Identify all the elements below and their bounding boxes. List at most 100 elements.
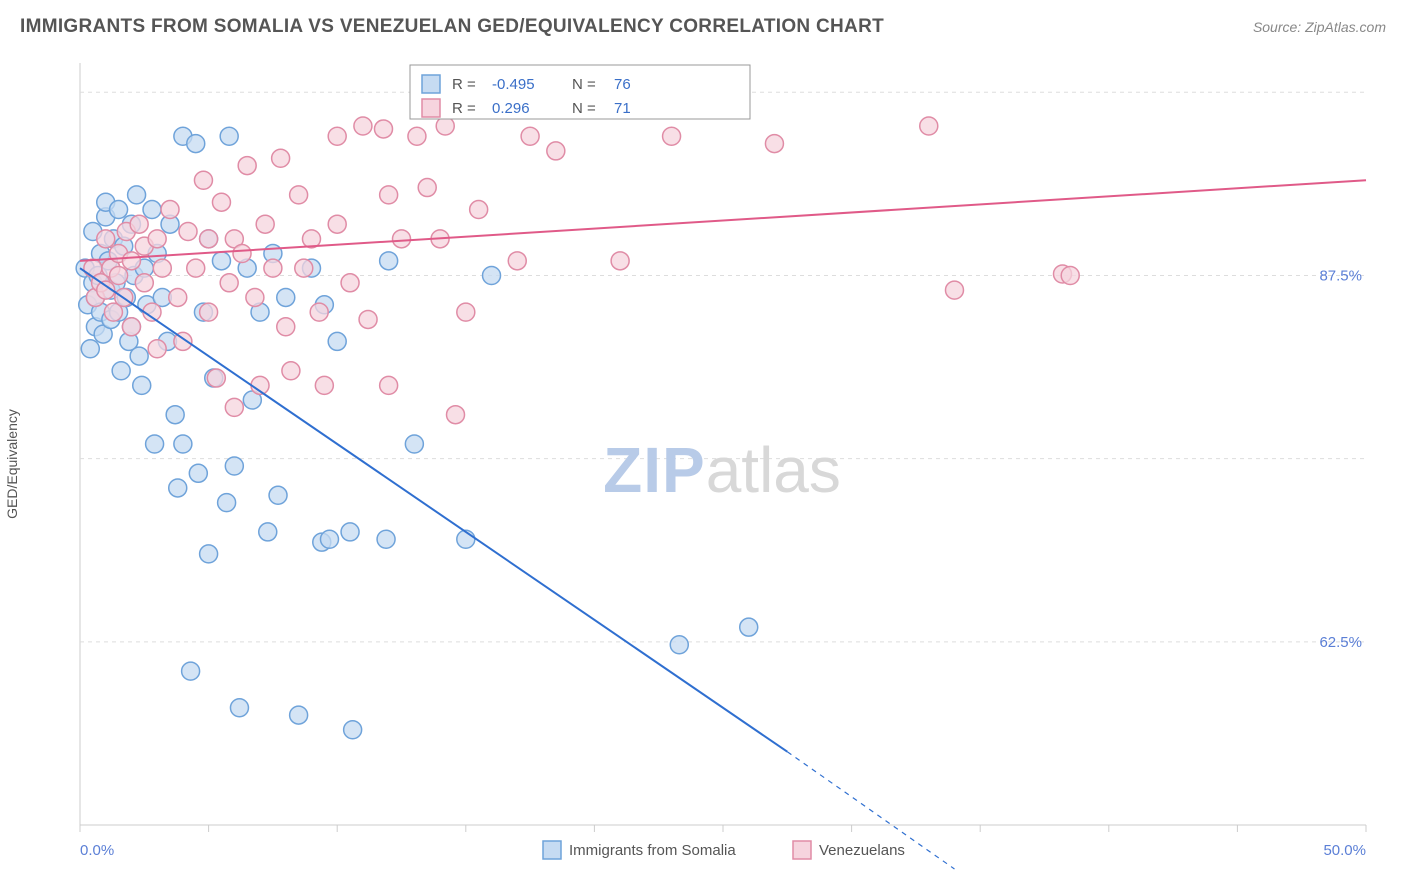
point-somalia bbox=[269, 486, 287, 504]
point-venezuelans bbox=[328, 215, 346, 233]
correlation-legend: R =-0.495N =76R = 0.296N =71 bbox=[410, 65, 750, 119]
point-somalia bbox=[169, 479, 187, 497]
point-venezuelans bbox=[470, 201, 488, 219]
point-venezuelans bbox=[130, 215, 148, 233]
point-somalia bbox=[377, 530, 395, 548]
point-venezuelans bbox=[290, 186, 308, 204]
point-somalia bbox=[290, 706, 308, 724]
point-venezuelans bbox=[122, 318, 140, 336]
point-venezuelans bbox=[408, 127, 426, 145]
svg-text:N =: N = bbox=[572, 76, 596, 93]
point-somalia bbox=[187, 135, 205, 153]
point-venezuelans bbox=[447, 406, 465, 424]
point-venezuelans bbox=[310, 303, 328, 321]
point-venezuelans bbox=[315, 376, 333, 394]
point-somalia bbox=[740, 618, 758, 636]
svg-text:Venezuelans: Venezuelans bbox=[819, 842, 905, 859]
point-venezuelans bbox=[354, 117, 372, 135]
point-somalia bbox=[130, 347, 148, 365]
point-venezuelans bbox=[1061, 266, 1079, 284]
point-somalia bbox=[230, 699, 248, 717]
point-venezuelans bbox=[277, 318, 295, 336]
point-somalia bbox=[225, 457, 243, 475]
point-somalia bbox=[259, 523, 277, 541]
point-somalia bbox=[112, 362, 130, 380]
chart-container: GED/Equivalency ZIPatlas 62.5%87.5%0.0%5… bbox=[20, 55, 1386, 872]
point-venezuelans bbox=[663, 127, 681, 145]
point-somalia bbox=[81, 340, 99, 358]
point-venezuelans bbox=[380, 186, 398, 204]
point-somalia bbox=[128, 186, 146, 204]
y-axis-label: GED/Equivalency bbox=[4, 409, 20, 519]
point-somalia bbox=[277, 288, 295, 306]
svg-text:62.5%: 62.5% bbox=[1319, 634, 1362, 651]
point-venezuelans bbox=[282, 362, 300, 380]
point-venezuelans bbox=[341, 274, 359, 292]
point-somalia bbox=[670, 636, 688, 654]
point-somalia bbox=[220, 127, 238, 145]
point-somalia bbox=[212, 252, 230, 270]
point-venezuelans bbox=[272, 149, 290, 167]
point-somalia bbox=[320, 530, 338, 548]
point-venezuelans bbox=[246, 288, 264, 306]
point-somalia bbox=[328, 332, 346, 350]
point-venezuelans bbox=[220, 274, 238, 292]
point-somalia bbox=[110, 201, 128, 219]
point-venezuelans bbox=[374, 120, 392, 138]
point-venezuelans bbox=[611, 252, 629, 270]
point-venezuelans bbox=[122, 252, 140, 270]
point-venezuelans bbox=[153, 259, 171, 277]
point-venezuelans bbox=[200, 230, 218, 248]
point-venezuelans bbox=[212, 193, 230, 211]
point-venezuelans bbox=[169, 288, 187, 306]
point-venezuelans bbox=[161, 201, 179, 219]
svg-text:-0.495: -0.495 bbox=[492, 76, 535, 93]
point-venezuelans bbox=[264, 259, 282, 277]
point-venezuelans bbox=[521, 127, 539, 145]
point-venezuelans bbox=[238, 157, 256, 175]
point-somalia bbox=[341, 523, 359, 541]
point-venezuelans bbox=[380, 376, 398, 394]
point-somalia bbox=[143, 201, 161, 219]
point-venezuelans bbox=[508, 252, 526, 270]
svg-text:87.5%: 87.5% bbox=[1319, 267, 1362, 284]
point-somalia bbox=[483, 266, 501, 284]
point-venezuelans bbox=[393, 230, 411, 248]
point-somalia bbox=[133, 376, 151, 394]
point-venezuelans bbox=[295, 259, 313, 277]
point-venezuelans bbox=[359, 310, 377, 328]
point-venezuelans bbox=[110, 266, 128, 284]
point-somalia bbox=[189, 464, 207, 482]
svg-text:R =: R = bbox=[452, 100, 476, 117]
scatter-chart: 62.5% 87.5% 0.0% 50.0% R = -0.495 N = 76 R = 0.2… bbox=[20, 55, 1386, 870]
point-somalia bbox=[200, 545, 218, 563]
point-venezuelans bbox=[920, 117, 938, 135]
point-venezuelans bbox=[457, 303, 475, 321]
source-label: Source: ZipAtlas.com bbox=[1253, 19, 1386, 35]
point-venezuelans bbox=[135, 274, 153, 292]
chart-title: IMMIGRANTS FROM SOMALIA VS VENEZUELAN GE… bbox=[20, 16, 884, 38]
point-venezuelans bbox=[547, 142, 565, 160]
point-venezuelans bbox=[436, 117, 454, 135]
point-venezuelans bbox=[207, 369, 225, 387]
svg-text:R =: R = bbox=[452, 76, 476, 93]
svg-text:Immigrants from Somalia: Immigrants from Somalia bbox=[569, 842, 736, 859]
point-somalia bbox=[405, 435, 423, 453]
svg-text:0.0%: 0.0% bbox=[80, 842, 114, 859]
point-venezuelans bbox=[194, 171, 212, 189]
point-venezuelans bbox=[179, 223, 197, 241]
point-somalia bbox=[182, 662, 200, 680]
point-somalia bbox=[344, 721, 362, 739]
point-venezuelans bbox=[418, 179, 436, 197]
point-somalia bbox=[166, 406, 184, 424]
point-venezuelans bbox=[97, 230, 115, 248]
point-venezuelans bbox=[225, 398, 243, 416]
svg-text:0.296: 0.296 bbox=[492, 100, 530, 117]
point-venezuelans bbox=[187, 259, 205, 277]
point-venezuelans bbox=[328, 127, 346, 145]
point-venezuelans bbox=[233, 245, 251, 263]
svg-text:50.0%: 50.0% bbox=[1323, 842, 1366, 859]
point-venezuelans bbox=[200, 303, 218, 321]
point-venezuelans bbox=[148, 340, 166, 358]
svg-text:76: 76 bbox=[614, 76, 631, 93]
